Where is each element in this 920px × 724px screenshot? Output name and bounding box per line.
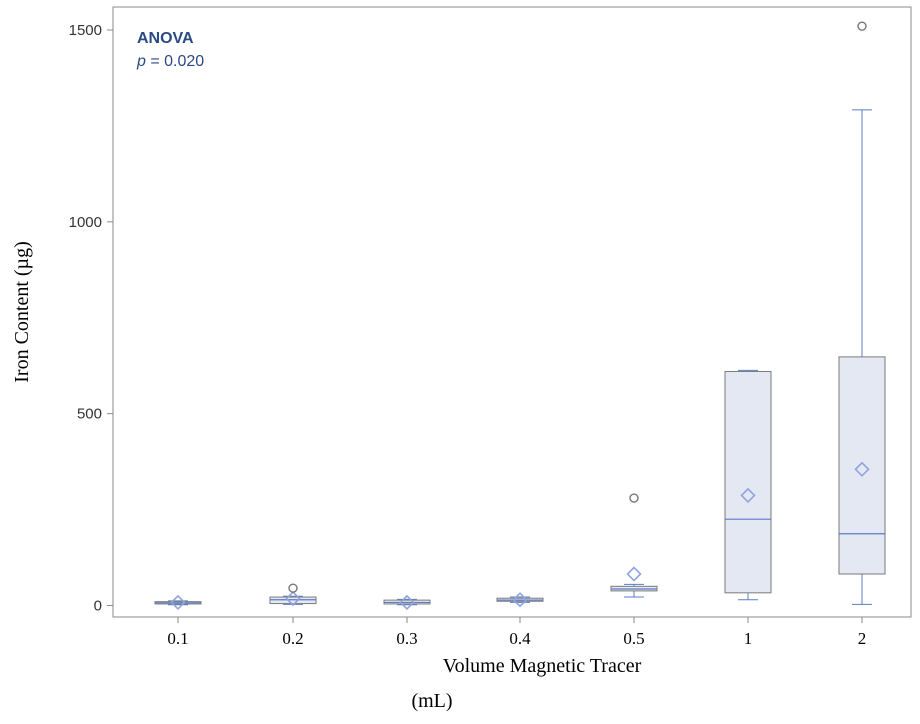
mean-marker: [399, 594, 415, 611]
mean-marker: [512, 592, 528, 608]
x-tick-label: 2: [858, 629, 867, 648]
box-group: [838, 21, 886, 605]
x-tick-label: 0.4: [509, 629, 531, 648]
iqr-box: [838, 356, 886, 575]
x-axis: 0.1 0.2 0.3 0.4 0.5 1 2: [167, 617, 866, 648]
x-tick-label: 0.5: [623, 629, 644, 648]
x-tick-label: 0.3: [396, 629, 417, 648]
y-tick-label: 0: [94, 597, 102, 614]
x-tick-label: 0.1: [167, 629, 188, 648]
y-tick-label: 1000: [69, 214, 102, 231]
mean-marker: [285, 590, 301, 607]
y-tick-label: 500: [77, 406, 102, 423]
anova-title: ANOVA: [137, 30, 194, 47]
box-group: [496, 592, 544, 608]
x-axis-title-line1: Volume Magnetic Tracer: [443, 655, 642, 677]
outlier-point: [288, 583, 298, 593]
mean-marker: [740, 487, 756, 504]
mean-marker: [170, 594, 186, 611]
y-tick-label: 1500: [69, 22, 102, 39]
box-series: [154, 21, 886, 611]
box-group: [269, 583, 317, 607]
anova-p-value: p = 0.020: [136, 53, 204, 70]
y-axis: 0 500 1000 1500: [69, 22, 113, 614]
box-group: [154, 594, 202, 611]
x-axis-title-line2: (mL): [411, 690, 452, 712]
x-tick-label: 1: [744, 629, 753, 648]
plot-frame: [112, 6, 912, 618]
box-group: [724, 369, 772, 601]
outlier-point: [629, 493, 639, 503]
mean-marker: [626, 566, 642, 582]
outlier-point: [857, 21, 867, 31]
box-group: [383, 594, 431, 611]
y-axis-title: Iron Content (µg): [11, 241, 33, 383]
x-tick-label: 0.2: [282, 629, 303, 648]
p-symbol: p: [136, 53, 146, 70]
box-group: [610, 493, 658, 598]
p-value-text: = 0.020: [146, 53, 204, 70]
mean-marker: [854, 461, 870, 477]
iqr-box: [724, 370, 772, 594]
